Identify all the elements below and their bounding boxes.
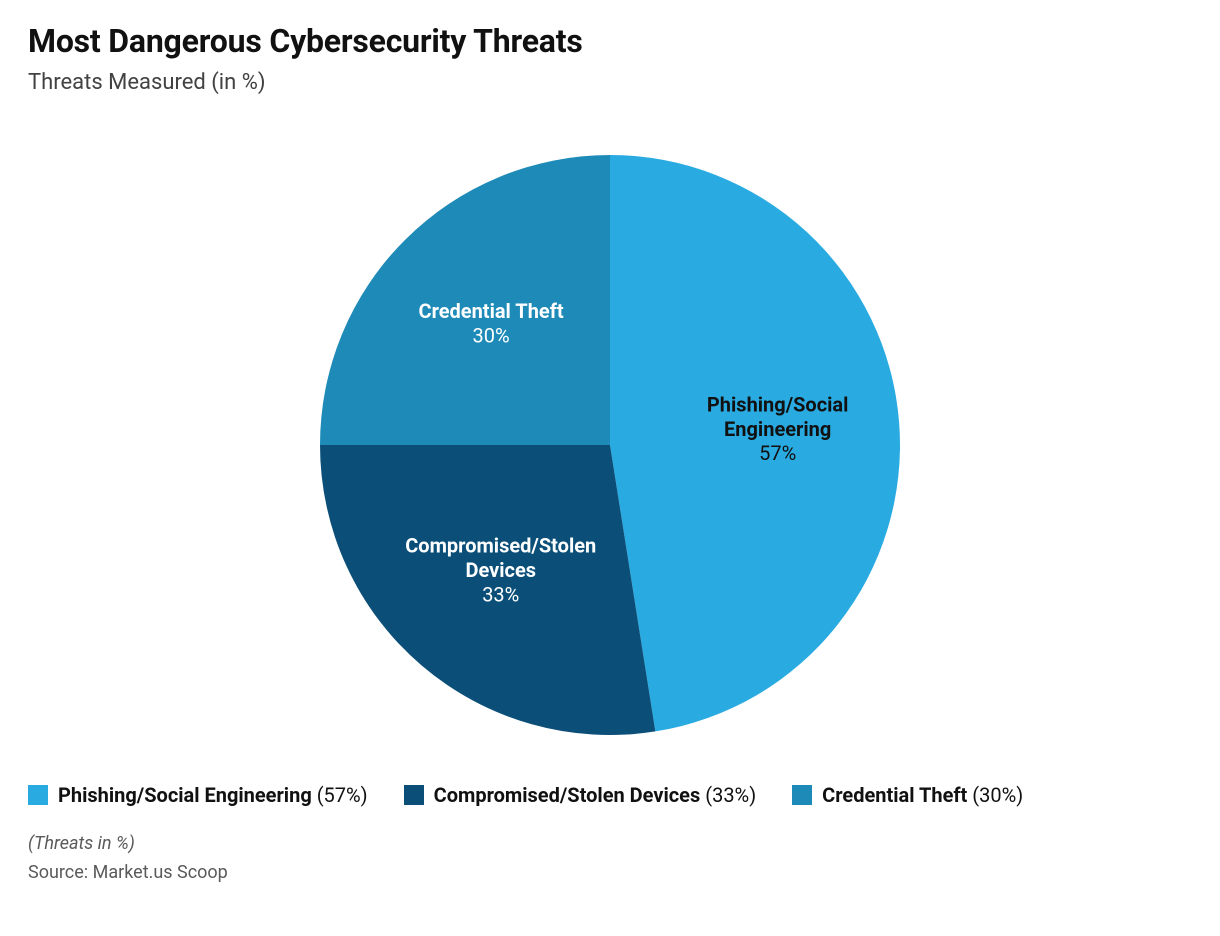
chart-area: Phishing/SocialEngineering57% Compromised… — [28, 105, 1192, 765]
slice-label: Devices — [465, 558, 536, 582]
slice-label: Credential Theft — [419, 299, 564, 323]
chart-subtitle: Threats Measured (in %) — [28, 70, 1192, 95]
slice-label: Engineering — [724, 417, 831, 441]
slice-value: 33% — [482, 582, 519, 606]
slice-label: Compromised/Stolen — [405, 534, 596, 558]
slice-label: Phishing/Social — [707, 392, 849, 416]
chart-title: Most Dangerous Cybersecurity Threats — [28, 22, 1192, 60]
legend-item: Compromised/Stolen Devices (33%) — [404, 783, 757, 807]
chart-note: (Threats in %) — [28, 833, 1192, 854]
legend-swatch — [28, 785, 48, 805]
legend-label: Credential Theft (30%) — [822, 783, 1023, 807]
legend-swatch — [404, 785, 424, 805]
legend-swatch — [792, 785, 812, 805]
pie-slice — [610, 155, 900, 731]
chart-page: Most Dangerous Cybersecurity Threats Thr… — [0, 0, 1220, 936]
legend-item: Credential Theft (30%) — [792, 783, 1023, 807]
slice-value: 30% — [472, 323, 509, 347]
legend-label: Phishing/Social Engineering (57%) — [58, 783, 368, 807]
legend-item: Phishing/Social Engineering (57%) — [28, 783, 368, 807]
chart-legend: Phishing/Social Engineering (57%) Comprom… — [28, 783, 1192, 807]
chart-source: Source: Market.us Scoop — [28, 862, 1192, 883]
legend-label: Compromised/Stolen Devices (33%) — [434, 783, 757, 807]
slice-value: 57% — [759, 441, 796, 465]
pie-chart: Phishing/SocialEngineering57% Compromised… — [160, 105, 1060, 765]
